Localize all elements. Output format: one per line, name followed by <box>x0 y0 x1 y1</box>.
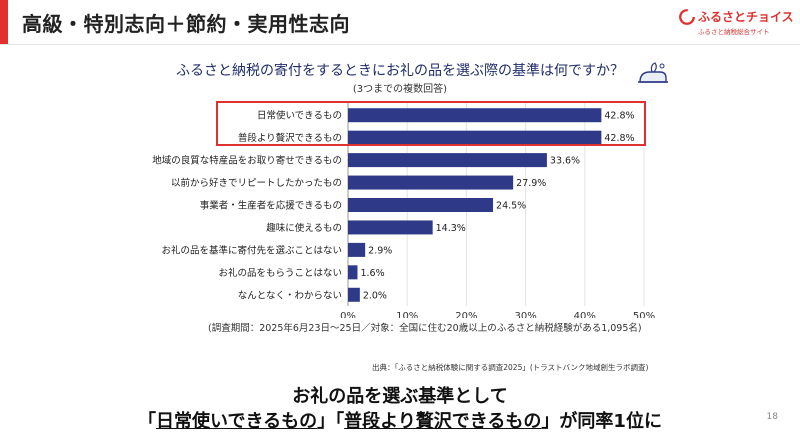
bar-value-label: 2.9% <box>368 245 392 256</box>
bar-value-label: 33.6% <box>550 156 580 167</box>
bar <box>348 265 358 280</box>
bar-chart: 0% 10% 20% 30% 40% 50% 日常使いできるもの 42.8% 普段より贅沢できる… <box>152 102 655 318</box>
category-label: 地域の良質な特産品をお取り寄せできるもの <box>152 155 342 167</box>
title-accent-bar <box>0 0 8 44</box>
conclusion-item-1: 日常使いできるもの <box>156 411 318 432</box>
bar-value-label: 1.6% <box>360 268 384 279</box>
survey-period-note: (調査期間：2025年6月23日〜25日／対象：全国に住む20歳以上のふるさと納… <box>208 323 642 334</box>
x-tick-label: 10% <box>396 311 418 318</box>
bar-value-label: 2.0% <box>363 290 387 301</box>
category-label: 日常使いできるもの <box>257 110 342 122</box>
highlight-box <box>216 101 646 146</box>
conclusion-tail: 」が同率1位に <box>541 411 662 432</box>
x-tick-label: 20% <box>455 311 477 318</box>
category-label: なんとなく・わからない <box>238 290 342 301</box>
conclusion-line-2: 「日常使いできるもの」「普段より贅沢できるもの」が同率1位に <box>0 407 800 433</box>
survey-question: ふるさと納税の寄付をするときにお礼の品を選ぶ際の基準は何ですか？ <box>176 63 624 79</box>
slide-title: 高級・特別志向＋節約・実用性志向 <box>22 12 350 36</box>
conclusion-item-2: 普段より贅沢できるもの <box>344 411 542 432</box>
x-tick-label: 0% <box>340 311 356 318</box>
question-note: (3つまでの複数回答) <box>352 84 448 95</box>
bar-value-label: 24.5% <box>496 201 526 212</box>
slide-header: 高級・特別志向＋節約・実用性志向 ふるさとチョイス ふるさと納税総合サイト <box>0 0 800 45</box>
bar-value-label: 42.8% <box>604 111 634 122</box>
conclusion-bracket-mid: 」「 <box>317 411 345 432</box>
bar <box>348 287 360 302</box>
x-tick-label: 50% <box>633 311 655 318</box>
conclusion-line-1: お礼の品を選ぶ基準として <box>292 386 508 407</box>
bar <box>348 242 366 257</box>
category-label: お礼の品をもらうことはない <box>218 267 342 279</box>
category-label: 普段より贅沢できるもの <box>238 132 342 144</box>
bar <box>348 130 602 145</box>
bar-value-label: 14.3% <box>436 223 466 234</box>
bar <box>348 175 514 190</box>
logo-subtitle: ふるさと納税総合サイト <box>698 28 770 36</box>
page-number: 18 <box>766 412 778 422</box>
logo-mark-icon <box>679 9 695 25</box>
bar-value-label: 42.8% <box>604 133 634 144</box>
bar <box>348 108 602 123</box>
x-tick-label: 40% <box>574 311 596 318</box>
bar <box>348 198 494 212</box>
bar <box>348 153 547 168</box>
category-label: 以前から好きでリピートしたかったもの <box>171 177 342 189</box>
furusato-choice-logo[interactable]: ふるさとチョイス ふるさと納税総合サイト <box>678 6 794 40</box>
bar-value-label: 27.9% <box>516 178 546 189</box>
gift-illustration-icon <box>638 62 668 83</box>
logo-name: ふるさとチョイス <box>698 10 794 24</box>
x-tick-label: 30% <box>514 311 536 318</box>
category-label: 趣味に使えるもの <box>266 222 342 234</box>
source-citation: 出典：「ふるさと納税体験に関する調査2025」(トラストバンク地域創生ラボ調査) <box>372 363 649 372</box>
bar <box>348 220 433 235</box>
category-label: 事業者・生産者を応援できるもの <box>200 200 342 212</box>
conclusion-bracket-open: 「 <box>138 411 157 432</box>
category-label: お礼の品を基準に寄付先を選ぶことはない <box>161 244 342 256</box>
